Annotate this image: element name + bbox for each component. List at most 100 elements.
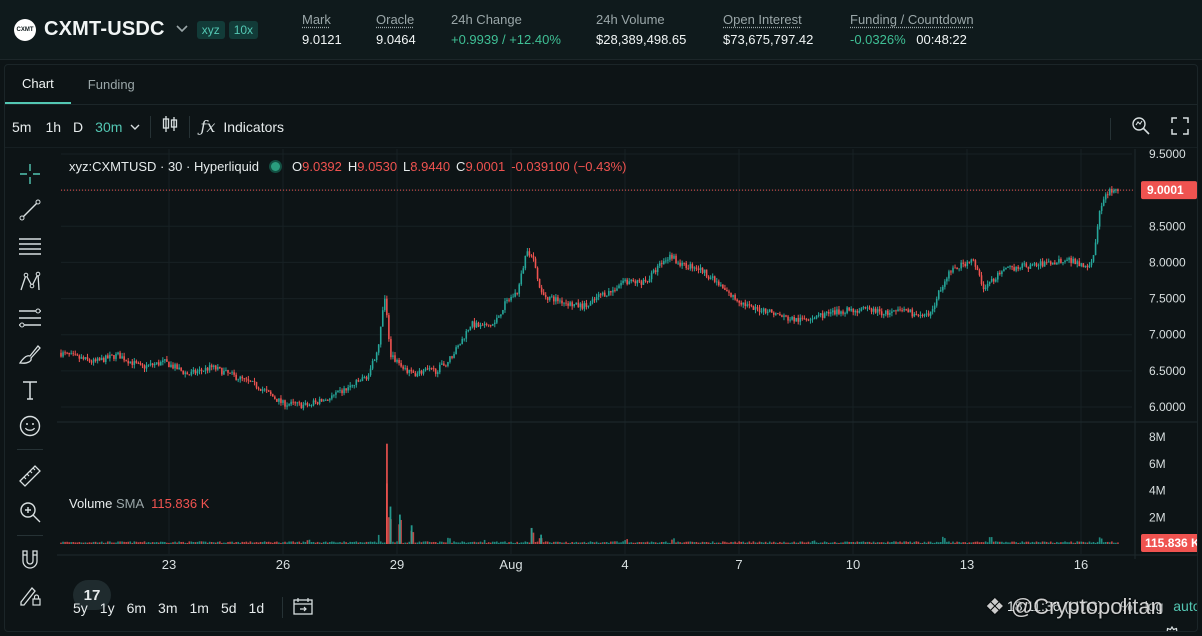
candle-body (923, 314, 926, 316)
volume-bar (302, 541, 305, 544)
range-1d[interactable]: 1d (248, 599, 265, 616)
market-selector[interactable]: CXMT CXMT-USDC xyz 10x (0, 18, 300, 41)
stat-label[interactable]: Funding / Countdown (850, 12, 974, 27)
volume-bar (80, 542, 83, 544)
text-tool-icon[interactable] (17, 377, 43, 403)
volume-bar (656, 542, 659, 544)
candle-body (445, 365, 447, 367)
candle-body (379, 326, 382, 345)
indicators-button[interactable]: ƒx Indicators (200, 117, 284, 136)
quick-search-icon[interactable] (1131, 116, 1151, 141)
volume-sma-tag (1141, 534, 1197, 552)
candle-body (897, 309, 899, 312)
candle-body (496, 317, 498, 323)
volume-bar (854, 542, 857, 544)
candle-body (1109, 189, 1111, 195)
candlestick-type-icon[interactable] (161, 114, 179, 139)
tradingview-logo[interactable]: 17 (73, 580, 111, 610)
auto-toggle[interactable]: auto (1173, 598, 1198, 614)
volume-bar (504, 541, 506, 544)
candle-body (691, 264, 694, 269)
chart-canvas[interactable]: 232629Aug471013169.50009.00008.50008.000… (57, 147, 1198, 632)
range-1m[interactable]: 1m (189, 599, 209, 616)
candle-body (899, 309, 901, 311)
fib-retracement-icon[interactable] (17, 305, 43, 331)
candle-body (787, 316, 789, 321)
chart-settings-gear-icon[interactable] (1163, 625, 1181, 631)
log-toggle[interactable]: log (1144, 598, 1164, 614)
fullscreen-icon[interactable] (1171, 117, 1189, 140)
utc-time[interactable]: 18:11:36 (UTC) (1007, 598, 1103, 614)
stat-label[interactable]: Mark (302, 12, 331, 27)
volume-bar (404, 542, 406, 544)
volume-bar (728, 542, 730, 544)
volume-bar (379, 541, 382, 544)
candle-body (316, 402, 319, 404)
volume-bar (359, 542, 362, 544)
stat-label[interactable]: Open Interest (723, 12, 802, 27)
candle-body (166, 359, 168, 362)
volume-bar (151, 542, 154, 544)
date-range-icon[interactable] (282, 597, 313, 618)
candle-body (905, 309, 907, 310)
magnet-icon[interactable] (17, 547, 43, 573)
volume-bar (850, 541, 852, 544)
candle-body (489, 325, 492, 327)
range-6m[interactable]: 6m (126, 599, 147, 616)
timeframe-1h[interactable]: 1h (45, 118, 62, 135)
candle-body (681, 262, 683, 266)
chevron-down-icon[interactable] (175, 23, 189, 37)
range-3m[interactable]: 3m (158, 599, 178, 616)
volume-bar (172, 542, 174, 544)
candle-body (459, 344, 461, 346)
candle-body (728, 291, 730, 293)
crosshair-icon[interactable] (17, 161, 43, 187)
trend-line-icon[interactable] (17, 197, 43, 223)
volume-bar (644, 542, 647, 544)
candle-body (363, 377, 366, 378)
timeframe-5m[interactable]: 5m (12, 118, 32, 135)
range-5d[interactable]: 5d (220, 599, 237, 616)
brush-icon[interactable] (17, 341, 43, 367)
volume-bar (269, 542, 272, 544)
volume-bar (952, 541, 954, 544)
stat-label[interactable]: Oracle (376, 12, 415, 27)
candle-body (1005, 267, 1007, 270)
volume-bar (819, 542, 822, 544)
timeframe-d[interactable]: D (73, 118, 84, 135)
horizontal-lines-icon[interactable] (17, 233, 43, 259)
candle-body (141, 364, 144, 366)
volume-bar (82, 542, 85, 544)
range-1y[interactable]: 1y (99, 599, 115, 616)
volume-bar (239, 542, 242, 544)
ruler-icon[interactable] (17, 463, 43, 489)
volume-bar (825, 542, 828, 544)
volume-bar (243, 542, 246, 544)
candle-body (634, 281, 637, 284)
candle-body (296, 402, 299, 404)
candle-body (689, 264, 692, 269)
volume-bar (646, 541, 649, 544)
candle-body (290, 401, 292, 405)
candle-body (1113, 190, 1115, 193)
volume-bar (418, 541, 421, 544)
timeframe-30m[interactable]: 30m (95, 118, 123, 135)
volume-bar (396, 541, 398, 544)
lock-drawings-icon[interactable] (17, 583, 43, 609)
candle-body (707, 276, 710, 279)
emoji-icon[interactable] (17, 413, 43, 439)
tab-funding[interactable]: Funding (87, 77, 135, 92)
price-chart[interactable]: 232629Aug471013169.50009.00008.50008.000… (57, 147, 1198, 632)
range-5y[interactable]: 5y (73, 599, 88, 616)
volume-bar (921, 542, 924, 544)
volume-bar (408, 541, 411, 544)
pattern-icon[interactable] (17, 269, 43, 295)
candle-body (1049, 261, 1052, 265)
zoom-in-icon[interactable] (17, 499, 43, 525)
timeframe-chevron-down-icon[interactable] (130, 118, 140, 136)
percent-toggle[interactable]: % (1120, 598, 1133, 614)
candle-body (650, 272, 653, 280)
candle-body (447, 361, 449, 366)
tab-chart[interactable]: Chart (5, 76, 71, 104)
candle-body (964, 263, 967, 267)
